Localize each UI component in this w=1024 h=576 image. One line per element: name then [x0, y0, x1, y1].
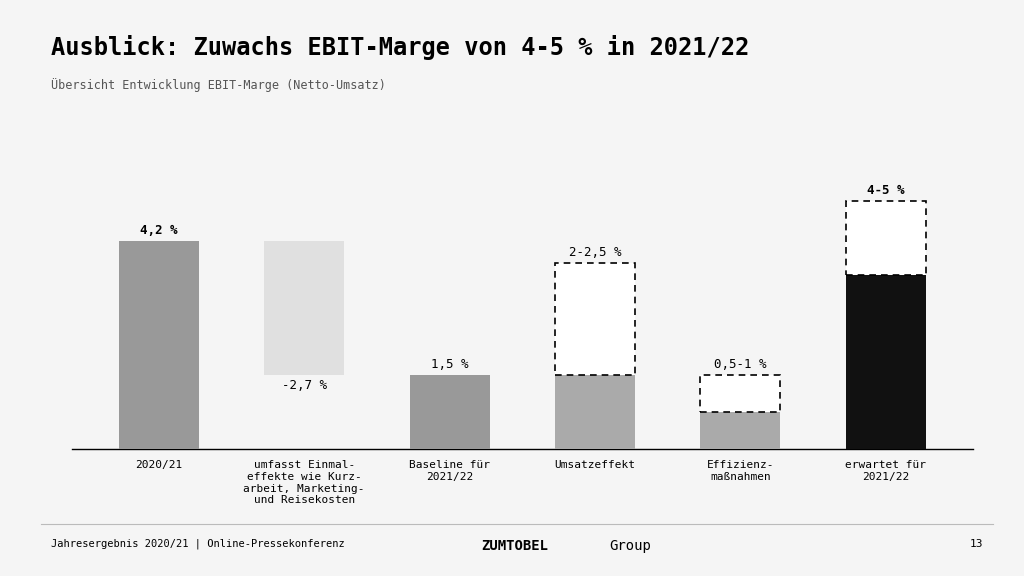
Bar	[700, 412, 780, 449]
Bar	[700, 375, 780, 412]
Text: 0,5-1 %: 0,5-1 %	[714, 358, 767, 371]
Bar	[119, 241, 199, 449]
Text: Group: Group	[609, 539, 651, 552]
Bar	[846, 201, 926, 275]
Text: -2,7 %: -2,7 %	[282, 379, 327, 392]
Bar	[264, 241, 344, 375]
Bar	[555, 375, 635, 449]
Bar	[555, 263, 635, 375]
Text: ZUMTOBEL: ZUMTOBEL	[481, 539, 548, 552]
Text: 2-2,5 %: 2-2,5 %	[568, 246, 622, 259]
Bar	[410, 375, 489, 449]
Bar	[846, 275, 926, 449]
Text: 1,5 %: 1,5 %	[431, 358, 468, 371]
Text: 4,2 %: 4,2 %	[140, 223, 177, 237]
Text: Jahresergebnis 2020/21 | Online-Pressekonferenz: Jahresergebnis 2020/21 | Online-Presseko…	[51, 539, 345, 549]
Text: Ausblick: Zuwachs EBIT-Marge von 4-5 % in 2021/22: Ausblick: Zuwachs EBIT-Marge von 4-5 % i…	[51, 35, 750, 59]
Text: 4-5 %: 4-5 %	[867, 184, 904, 197]
Text: 13: 13	[970, 539, 983, 548]
Text: Übersicht Entwicklung EBIT-Marge (Netto-Umsatz): Übersicht Entwicklung EBIT-Marge (Netto-…	[51, 78, 386, 92]
